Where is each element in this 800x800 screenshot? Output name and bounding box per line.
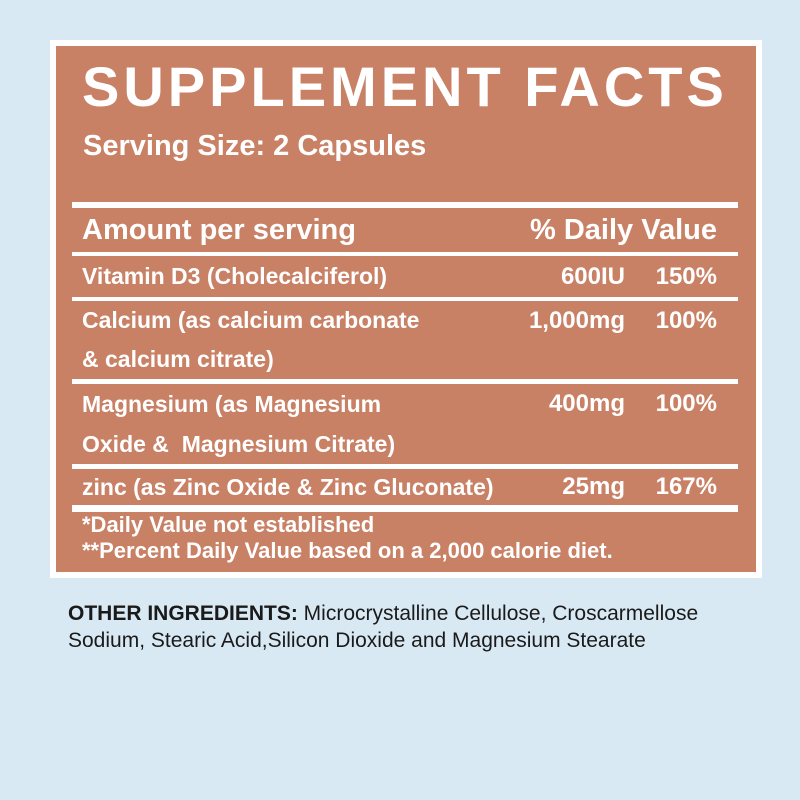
divider: [72, 464, 738, 469]
other-ingredients: OTHER INGREDIENTS: Microcrystalline Cell…: [68, 600, 760, 654]
footnote-percent-dv: **Percent Daily Value based on a 2,000 c…: [82, 538, 613, 563]
nutrient-name-line1: Magnesium (as Magnesium: [82, 391, 382, 417]
other-ingredients-label: OTHER INGREDIENTS:: [68, 602, 298, 625]
panel-title: SUPPLEMENT FACTS: [82, 55, 728, 118]
nutrient-name-line1: Calcium (as calcium carbonate: [82, 307, 420, 333]
footnote-daily-value: *Daily Value not established: [82, 512, 375, 537]
table-header-row: Amount per serving % Daily Value: [82, 208, 717, 252]
nutrient-daily-value: 150%: [655, 263, 717, 290]
nutrient-amount: 1,000mg: [528, 307, 625, 334]
nutrient-daily-value: 100%: [655, 390, 717, 417]
divider-thick-bottom: [72, 505, 738, 512]
divider: [72, 297, 738, 301]
nutrient-amount: 25mg: [562, 473, 625, 500]
nutrient-row-vitamin-d3: Vitamin D3 (Cholecalciferol) 600IU 150%: [82, 256, 717, 297]
nutrient-amount: 400mg: [548, 390, 625, 417]
nutrient-name: Magnesium (as Magnesium Oxide & Magnesiu…: [82, 384, 395, 464]
divider-thick-top: [72, 202, 738, 208]
nutrient-row-magnesium: Magnesium (as Magnesium Oxide & Magnesiu…: [82, 384, 717, 464]
nutrient-amount: 600IU: [560, 263, 625, 290]
serving-size: Serving Size: 2 Capsules: [83, 130, 427, 162]
divider: [72, 252, 738, 256]
nutrient-daily-value: 100%: [655, 307, 717, 334]
nutrient-name-line2: & calcium citrate): [82, 346, 274, 372]
footnotes: *Daily Value not established **Percent D…: [82, 512, 742, 564]
nutrient-row-calcium: Calcium (as calcium carbonate & calcium …: [82, 301, 717, 379]
other-ingredients-text: Microcrystalline Cellulose, Croscarmello…: [68, 602, 699, 652]
nutrient-daily-value: 167%: [655, 473, 717, 500]
nutrient-name: Calcium (as calcium carbonate & calcium …: [82, 301, 419, 379]
nutrient-name-line2: Oxide & Magnesium Citrate): [82, 431, 396, 457]
nutrient-name-line1: zinc (as Zinc Oxide & Zinc Gluconate): [82, 474, 494, 500]
supplement-facts-panel: SUPPLEMENT FACTS Serving Size: 2 Capsule…: [50, 40, 762, 578]
nutrient-name: Vitamin D3 (Cholecalciferol): [82, 256, 387, 297]
nutrient-name: zinc (as Zinc Oxide & Zinc Gluconate): [82, 469, 494, 505]
nutrient-name-line1: Vitamin D3 (Cholecalciferol): [82, 263, 388, 289]
amount-per-serving-header: Amount per serving: [82, 214, 356, 246]
nutrient-row-zinc: zinc (as Zinc Oxide & Zinc Gluconate) 25…: [82, 469, 717, 505]
divider: [72, 379, 738, 384]
daily-value-header: % Daily Value: [530, 214, 717, 246]
